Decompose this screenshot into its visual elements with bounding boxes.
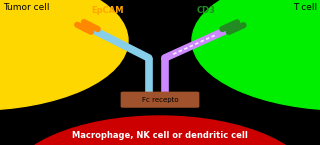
Circle shape bbox=[6, 116, 314, 145]
Text: Tumor cell: Tumor cell bbox=[3, 3, 50, 12]
FancyBboxPatch shape bbox=[121, 92, 199, 108]
Circle shape bbox=[192, 0, 320, 110]
Text: CD3: CD3 bbox=[197, 6, 216, 15]
Text: Macrophage, NK cell or dendritic cell: Macrophage, NK cell or dendritic cell bbox=[72, 131, 248, 140]
Text: T cell: T cell bbox=[293, 3, 317, 12]
Circle shape bbox=[0, 0, 128, 110]
Text: Fc recepto: Fc recepto bbox=[142, 97, 178, 103]
Text: EpCAM: EpCAM bbox=[91, 6, 124, 15]
